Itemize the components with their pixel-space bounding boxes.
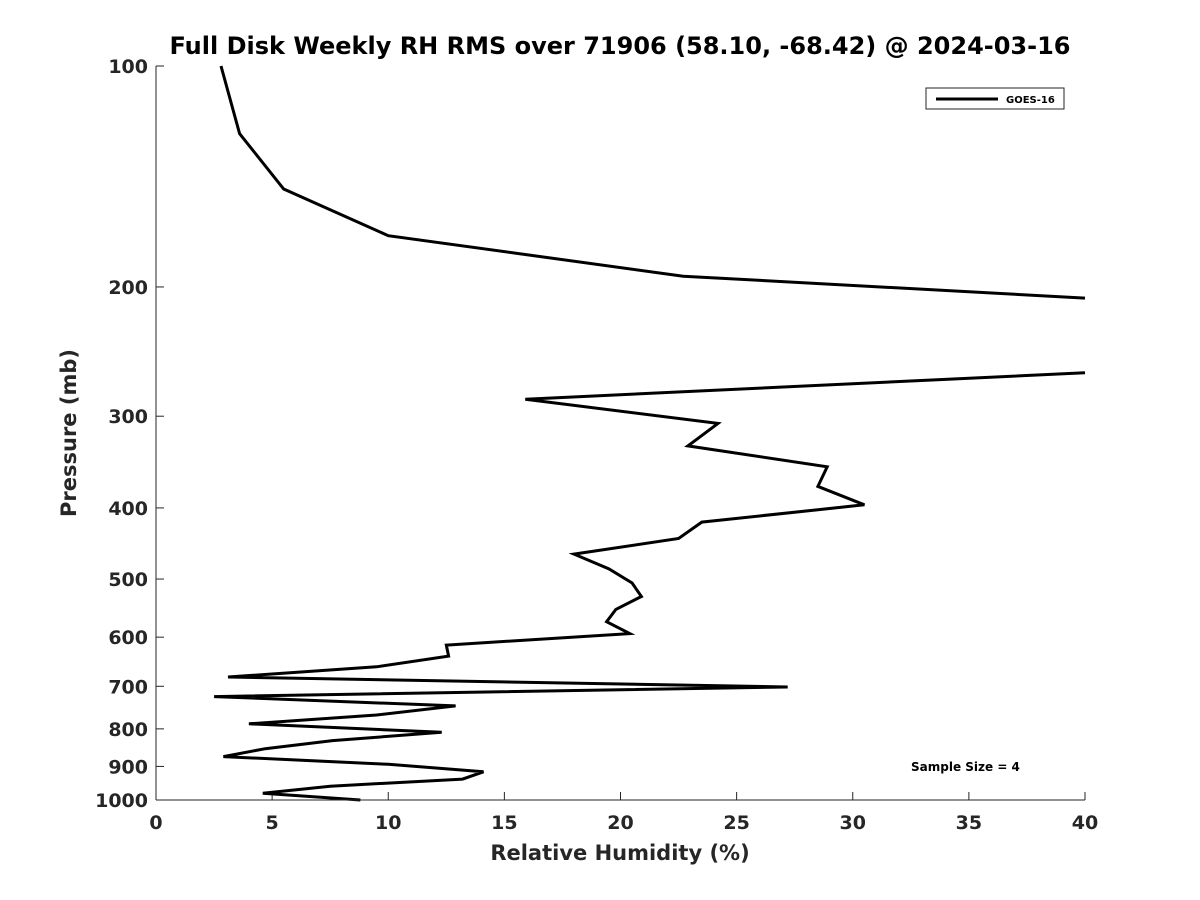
x-axis-label: Relative Humidity (%) bbox=[490, 841, 749, 865]
y-tick-label: 700 bbox=[108, 676, 148, 698]
y-tick-label: 1000 bbox=[95, 790, 148, 812]
legend-entry: GOES-16 bbox=[1006, 95, 1055, 106]
y-tick-label: 400 bbox=[108, 498, 148, 520]
y-tick-label: 600 bbox=[108, 627, 148, 649]
y-tick-label: 800 bbox=[108, 719, 148, 741]
x-tick-label: 25 bbox=[723, 812, 749, 834]
y-axis-label: Pressure (mb) bbox=[57, 349, 81, 517]
y-tick-label: 200 bbox=[108, 277, 148, 299]
y-tick-label: 100 bbox=[108, 56, 148, 78]
y-tick-label: 300 bbox=[108, 406, 148, 428]
x-tick-label: 0 bbox=[149, 812, 162, 834]
sample-size-annotation: Sample Size = 4 bbox=[911, 760, 1020, 774]
x-tick-label: 15 bbox=[491, 812, 517, 834]
x-tick-label: 35 bbox=[956, 812, 982, 834]
y-tick-label: 500 bbox=[108, 569, 148, 591]
x-tick-label: 40 bbox=[1072, 812, 1098, 834]
y-tick-label: 900 bbox=[108, 756, 148, 778]
x-tick-label: 30 bbox=[840, 812, 866, 834]
series-line-goes-16 bbox=[214, 65, 1086, 802]
x-tick-label: 10 bbox=[375, 812, 401, 834]
x-tick-label: 5 bbox=[266, 812, 279, 834]
x-tick-label: 20 bbox=[607, 812, 633, 834]
chart-title: Full Disk Weekly RH RMS over 71906 (58.1… bbox=[169, 32, 1070, 60]
legend: GOES-16 bbox=[925, 87, 1065, 110]
